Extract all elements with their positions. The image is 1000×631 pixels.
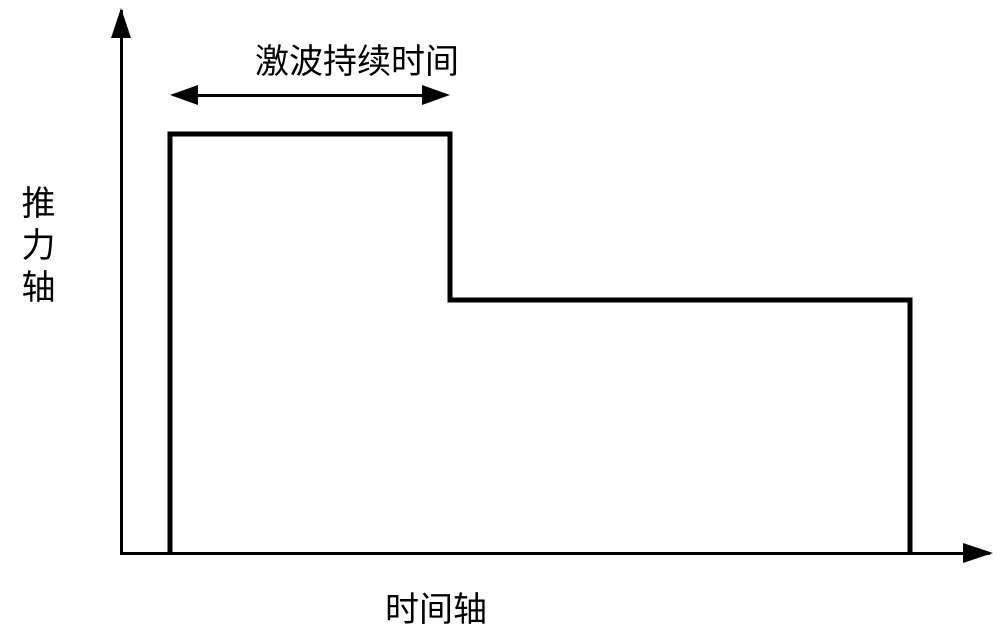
chart-container: 激波持续时间 [90, 10, 980, 580]
dimension-arrow [170, 84, 450, 108]
annotation-label: 激波持续时间 [255, 34, 459, 83]
dimension-line [193, 94, 427, 97]
dimension-arrow-right [422, 85, 450, 105]
y-axis-label: 推力轴 [10, 185, 59, 311]
